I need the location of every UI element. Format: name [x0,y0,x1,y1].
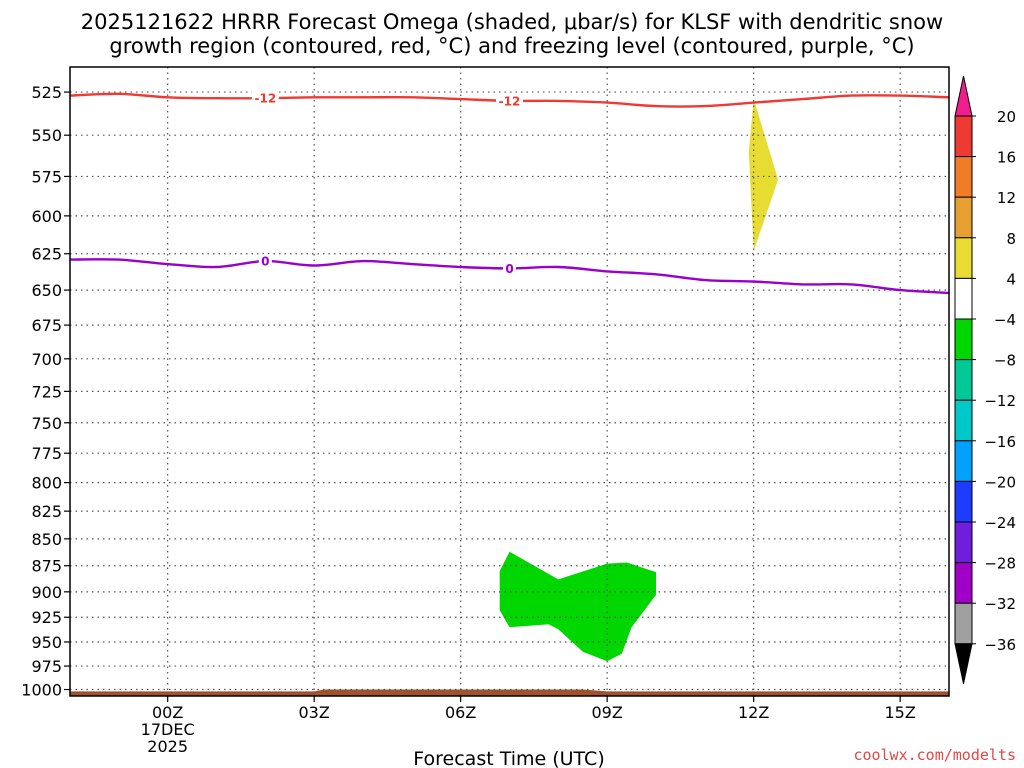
colorbar-bin [954,115,973,158]
y-tick-label: 525 [31,83,62,102]
x-tick-label: 00Z [152,703,183,722]
x-tick-label: 15Z [885,703,916,722]
plot-frame [69,66,950,697]
colorbar-tick-label: −20 [984,473,1016,491]
colorbar-bin [954,359,973,401]
x-tick-label: 03Z [299,703,330,722]
y-tick-label: 600 [31,207,62,226]
y-tick-label: 650 [31,281,62,300]
colorbar-bin [954,399,973,442]
colorbar-tick-label: −28 [984,555,1016,573]
y-tick-label: 1000 [21,681,62,700]
contour-label: 0 [261,255,269,269]
x-tick-label: 2025 [147,737,188,756]
colorbar-tick-label: 20 [997,108,1016,126]
colorbar: 20 16 12 8 4 −4 −8 −12 −16 −20 −24 −28 −32 −36 [954,75,1016,684]
contour-label: -12 [254,92,276,106]
y-tick-label: 850 [31,530,62,549]
colorbar-bin [954,440,973,482]
x-tick-label: 09Z [592,703,623,722]
contour-label-bg [503,261,516,276]
colorbar-tick-label: −36 [984,636,1016,654]
omega-shaded-region [748,99,779,251]
y-tick-label: 900 [31,583,62,602]
y-tick-label: 725 [31,382,62,401]
colorbar-bin [954,562,973,604]
contour-label-bg [251,91,279,106]
colorbar-tick-label: −4 [994,311,1016,329]
contour-label: -12 [499,94,521,108]
colorbar-tick-label: −8 [994,352,1016,370]
x-axis-label: Forecast Time (UTC) [413,748,604,768]
y-tick-label: 700 [31,350,62,369]
x-tick-label: 12Z [738,703,769,722]
y-tick-label: 975 [31,657,62,676]
colorbar-tick-label: 8 [1006,230,1016,248]
credit-text: coolwx.com/modelts [853,746,1016,764]
contour-label: 0 [505,262,513,276]
colorbar-bin [954,318,973,361]
colorbar-bin [954,237,973,279]
chart-title-line-1: 2025121622 HRRR Forecast Omega (shaded, … [81,10,943,34]
y-tick-label: 625 [31,245,62,264]
omega-shaded-region [499,551,656,662]
y-tick-label: 775 [31,444,62,463]
y-tick-label: 875 [31,557,62,576]
chart-title-line-2: growth region (contoured, red, °C) and f… [109,34,914,58]
y-tick-label: 550 [31,126,62,145]
contour-label-bg [258,254,272,269]
colorbar-bin [954,277,973,320]
y-tick-label: 950 [31,633,62,652]
colorbar-tick-label: −32 [984,595,1016,613]
colorbar-tick-label: 16 [997,149,1016,167]
colorbar-tick-label: −16 [984,433,1016,451]
y-tick-label: 925 [31,608,62,627]
colorbar-tick-label: 12 [997,189,1016,207]
colorbar-over-arrow [954,75,973,117]
x-tick-label: 17DEC [141,720,195,739]
colorbar-bin [954,521,973,564]
colorbar-bin [954,602,973,645]
y-tick-label: 825 [31,502,62,521]
colorbar-bin [954,480,973,523]
y-tick-label: 750 [31,414,62,433]
x-tick-label: 06Z [445,703,476,722]
colorbar-tick-label: −12 [984,392,1016,410]
colorbar-bin [954,196,973,239]
colorbar-tick-label: 4 [1006,270,1016,288]
y-tick-label: 800 [31,474,62,493]
colorbar-tick-label: −24 [984,514,1016,532]
y-tick-label: 675 [31,316,62,335]
ground-layer [70,689,949,696]
colorbar-bin [954,156,973,198]
plot-area: -12 -12 0 0 525 550 575 600 625 650 675 700 725 750 77… [21,67,950,756]
contour-label-bg [496,93,523,108]
colorbar-under-arrow [954,643,973,684]
y-tick-label: 575 [31,167,62,186]
